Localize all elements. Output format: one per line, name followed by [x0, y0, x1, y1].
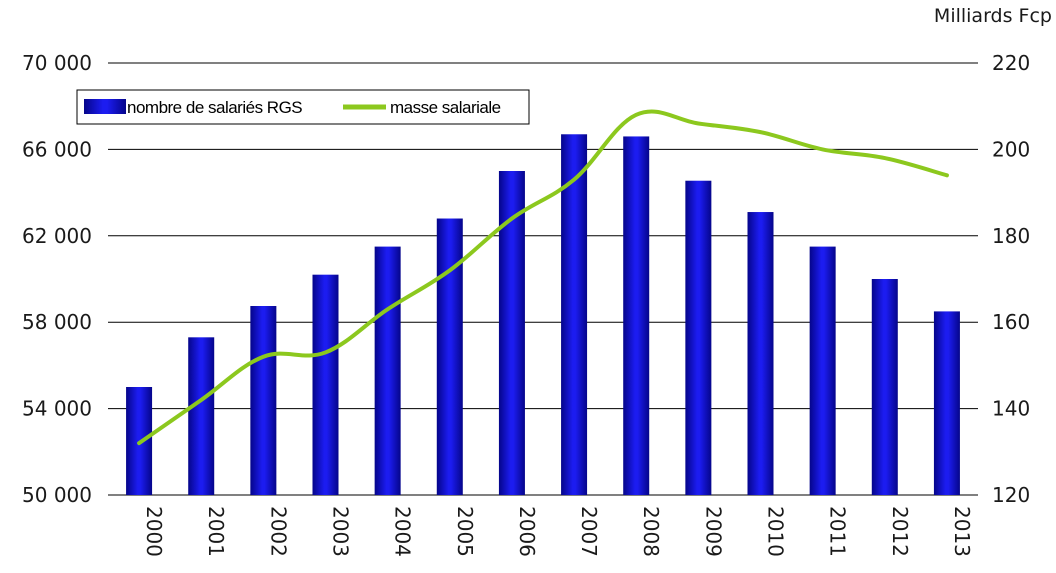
x-tick-label: 2001 — [204, 506, 228, 557]
left-axis: 50 000 54 000 58 000 62 000 66 000 70 000 — [22, 51, 92, 507]
bar-2003 — [312, 274, 339, 495]
bar-2004 — [374, 246, 401, 495]
bar-2012 — [871, 279, 898, 495]
y2-tick-label: 120 — [992, 483, 1030, 507]
y-tick-label: 54 000 — [22, 397, 92, 421]
bar-series — [126, 134, 960, 496]
x-tick-label: 2012 — [888, 506, 912, 557]
bar-2002 — [250, 306, 277, 495]
legend-label-bars: nombre de salariés RGS — [127, 98, 302, 117]
right-axis-unit-label: Milliards Fcp — [934, 5, 1052, 27]
y2-tick-label: 220 — [992, 51, 1030, 75]
y2-tick-label: 140 — [992, 397, 1030, 421]
x-tick-label: 2006 — [515, 506, 539, 557]
legend-bar-swatch — [84, 99, 126, 114]
bar-2007 — [561, 134, 588, 495]
x-axis: 2000 2001 2002 2003 2004 2005 2006 2007 2008 2009… — [142, 506, 974, 557]
x-tick-label: 2010 — [764, 506, 788, 557]
y-tick-label: 50 000 — [22, 483, 92, 507]
legend: nombre de salariés RGS masse salariale — [76, 89, 530, 125]
x-tick-label: 2009 — [701, 506, 725, 557]
y-tick-label: 62 000 — [22, 224, 92, 248]
legend-box — [76, 89, 530, 125]
x-tick-label: 2002 — [266, 506, 290, 557]
x-tick-label: 2008 — [639, 506, 663, 557]
y-tick-label: 66 000 — [22, 137, 92, 161]
x-tick-label: 2007 — [577, 506, 601, 557]
bar-2011 — [809, 246, 836, 495]
line-series — [137, 109, 949, 446]
y2-tick-label: 180 — [992, 224, 1030, 248]
bar-2005 — [436, 218, 463, 495]
y-tick-label: 58 000 — [22, 310, 92, 334]
y-tick-label: 70 000 — [22, 51, 92, 75]
bar-2013 — [933, 311, 960, 495]
bar-2009 — [685, 180, 712, 495]
y2-tick-label: 160 — [992, 310, 1030, 334]
bar-2008 — [623, 136, 650, 495]
x-tick-label: 2004 — [391, 506, 415, 557]
x-tick-label: 2003 — [329, 506, 353, 557]
x-tick-label: 2011 — [826, 506, 850, 557]
x-tick-label: 2013 — [950, 506, 974, 557]
bar-2001 — [188, 337, 215, 495]
gridlines — [108, 62, 978, 496]
x-tick-label: 2005 — [453, 506, 477, 557]
right-axis: 120 140 160 180 200 220 — [992, 51, 1030, 507]
y2-tick-label: 200 — [992, 137, 1030, 161]
x-tick-label: 2000 — [142, 506, 166, 557]
bar-2010 — [747, 212, 774, 496]
legend-label-line: masse salariale — [390, 98, 501, 117]
masse-salariale-line — [137, 109, 949, 446]
